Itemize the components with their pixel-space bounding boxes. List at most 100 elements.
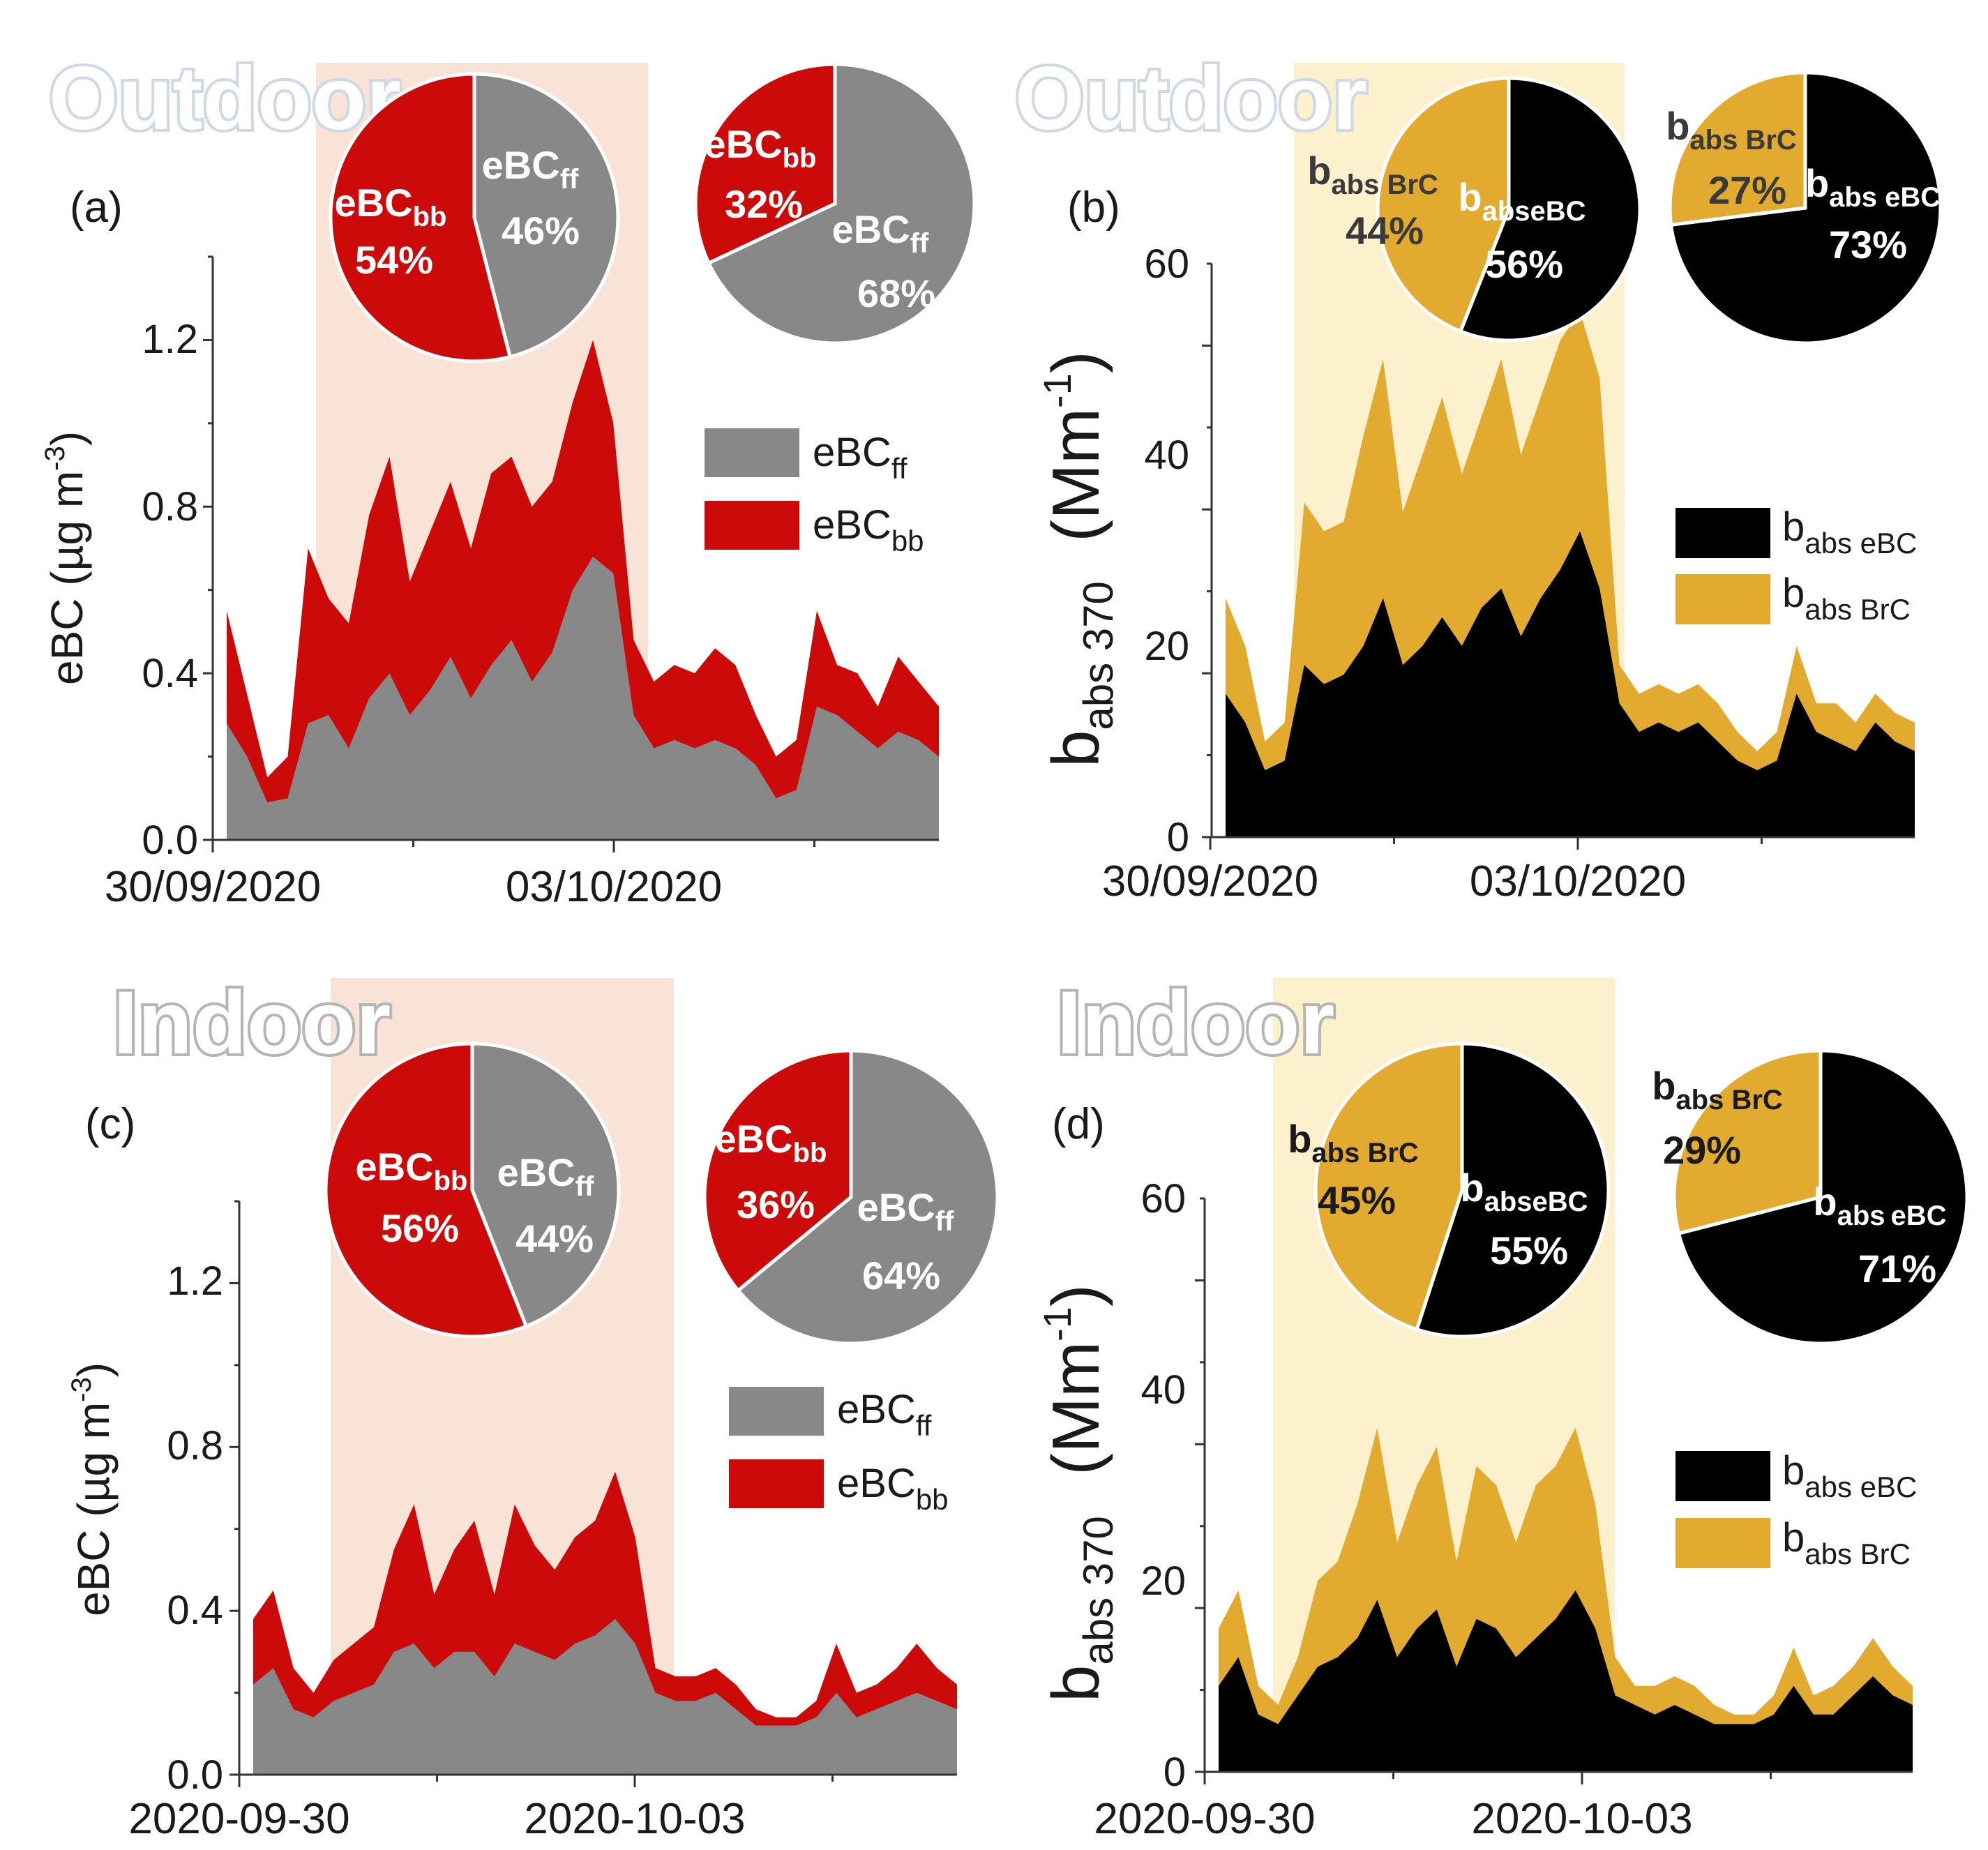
pie-slice-babs-BrC <box>1672 1048 1823 1236</box>
pie-label-bb: eBCbb <box>356 1145 468 1196</box>
legend-label-brc: babs BrC <box>1782 1515 1911 1570</box>
pie-label-brc: babs BrC <box>1307 149 1438 200</box>
panel-label: (d) <box>1052 1100 1105 1148</box>
y-axis-label: eBC (µg m-3) <box>40 431 92 685</box>
y-axis: 0 20 40 60 babs 370 (Mm-1) <box>1035 241 1213 860</box>
pie-label-ebc: babseBC <box>1458 175 1586 227</box>
y-tick-label: 0.4 <box>167 1588 223 1633</box>
indoor-title: Indoor <box>1057 973 1334 1073</box>
pie-label-ebc: babseBC <box>1460 1166 1588 1217</box>
y-tick-label: 0.0 <box>167 1752 223 1798</box>
panel-label: (a) <box>70 183 123 232</box>
x-axis: 30/09/2020 03/10/2020 <box>105 838 939 911</box>
y-tick-label: 1.2 <box>142 317 198 362</box>
pie-slice-eBCbb <box>324 1041 529 1339</box>
pie-value-brc: 45% <box>1318 1178 1396 1222</box>
plot-area <box>227 340 939 840</box>
pie-value-ebc: 71% <box>1858 1247 1936 1291</box>
y-tick-label: 20 <box>1140 1558 1186 1604</box>
pie-value-ff: 68% <box>857 271 935 315</box>
legend-label-ff: eBCff <box>813 430 908 485</box>
pie-slice-babs-BrC <box>1668 70 1807 227</box>
pie-value-ebc: 73% <box>1829 223 1907 266</box>
pie-label-ebc: babs eBC <box>1813 1180 1946 1231</box>
pie-label-bb: eBCbb <box>715 1117 827 1168</box>
x-tick-label: 30/09/2020 <box>1102 857 1318 905</box>
legend: eBCff eBCbb <box>729 1387 949 1516</box>
legend-swatch-ebc <box>1676 1451 1770 1501</box>
pie-slice-babseBC <box>1676 1048 1969 1346</box>
pie-chart: eBCbb 56% eBCff 44% <box>324 1041 621 1339</box>
x-axis: 30/09/2020 03/10/2020 <box>1102 836 1915 905</box>
x-tick-label: 03/10/2020 <box>1470 857 1686 905</box>
pie-chart: babs BrC 29% babs eBC 71% <box>1652 1048 1969 1346</box>
y-tick-label: 1.2 <box>167 1258 223 1304</box>
pie-value-bb: 54% <box>355 238 433 282</box>
plot-area <box>253 1471 957 1775</box>
indoor-title: Indoor <box>113 973 391 1073</box>
pie-label-brc: babs BrC <box>1666 104 1797 156</box>
pie-value-bb: 36% <box>737 1182 815 1226</box>
pie-chart: eBCbb 36% eBCff 64% <box>702 1048 1000 1346</box>
pie-slice-eBCbb <box>702 1048 853 1293</box>
pie-label-brc: babs BrC <box>1652 1064 1783 1115</box>
legend-label-ff: eBCff <box>837 1387 932 1442</box>
pie-slice-eBCff <box>470 1041 621 1329</box>
pie-slice-eBCff <box>735 1048 1000 1346</box>
legend-label-bb: eBCbb <box>837 1461 949 1516</box>
y-axis-label: eBC (µg m-3) <box>66 1362 119 1616</box>
pie-value-ff: 44% <box>515 1217 594 1261</box>
pie-label-bb: eBCbb <box>335 181 447 232</box>
panel-d: Indoor (d) 0 20 40 60 babs 370 (Mm-1) 20… <box>1035 970 1969 1843</box>
outdoor-title: Outdoor <box>1015 49 1367 149</box>
pie-label-ff: eBCff <box>497 1150 594 1202</box>
panel-a: Outdoor (a) 0.0 0.4 0.8 1.2 eBC (µg m-3)… <box>40 46 977 911</box>
y-tick-label: 60 <box>1144 241 1189 287</box>
legend-label-ebc: babs eBC <box>1782 504 1917 559</box>
pie-slice-eBCbb <box>329 72 513 363</box>
legend-swatch-bb <box>729 1459 824 1508</box>
pie-chart: eBCbb 54% eBCff 46% <box>329 72 620 363</box>
y-tick-label: 0.8 <box>167 1423 223 1468</box>
pie-slice-eBCff <box>706 62 977 345</box>
pie-slice-eBCbb <box>693 62 837 266</box>
x-tick-label: 2020-10-03 <box>1471 1795 1692 1843</box>
legend-label-bb: eBCbb <box>813 502 924 557</box>
y-axis-label-units: (Mm-1) <box>1035 1284 1113 1475</box>
plot-area <box>1226 311 1915 837</box>
pie-label-brc: babs BrC <box>1288 1117 1419 1168</box>
pie-value-ff: 46% <box>502 209 580 253</box>
y-tick-label: 40 <box>1144 433 1189 478</box>
pie-label-bb: eBCbb <box>705 122 817 174</box>
pie-label-ff: eBCff <box>832 207 929 259</box>
series-area-eBCff <box>253 1618 957 1775</box>
pie-chart: babs BrC 27% babs eBC 73% <box>1666 70 1943 345</box>
y-tick-label: 20 <box>1144 624 1189 669</box>
panel-label: (b) <box>1067 183 1120 232</box>
pie-value-brc: 44% <box>1346 209 1424 253</box>
pie-value-ebc: 56% <box>1485 242 1563 286</box>
x-tick-label: 2020-09-30 <box>128 1795 349 1843</box>
legend: babs eBC babs BrC <box>1676 504 1917 626</box>
x-axis: 2020-09-30 2020-10-03 <box>128 1773 957 1843</box>
y-tick-label: 0.4 <box>142 651 198 696</box>
pie-slice-babs-BrC <box>1313 1041 1464 1332</box>
legend-swatch-ebc <box>1676 508 1770 558</box>
pie-slice-babseBC <box>1458 76 1642 343</box>
y-axis-label-units: (Mm-1) <box>1035 351 1113 542</box>
y-axis: 0 20 40 60 babs 370 (Mm-1) <box>1035 1176 1206 1795</box>
y-tick-label: 0.8 <box>142 484 198 529</box>
legend-label-brc: babs BrC <box>1782 571 1911 626</box>
panel-label: (c) <box>85 1100 135 1148</box>
series-area-eBCff <box>227 556 939 840</box>
series-area-babs-eBC <box>1219 1590 1913 1772</box>
pie-chart: babs BrC 45% babseBC 55% <box>1288 1041 1611 1339</box>
legend: babs eBC babs BrC <box>1676 1448 1917 1570</box>
pie-chart: eBCbb 32% eBCff 68% <box>693 62 977 345</box>
y-axis: 0.0 0.4 0.8 1.2 eBC (µg m-3) <box>66 1200 241 1798</box>
y-tick-label: 40 <box>1140 1367 1186 1413</box>
x-axis: 2020-09-30 2020-10-03 <box>1094 1770 1913 1843</box>
legend-swatch-brc <box>1676 574 1770 624</box>
y-axis: 0.0 0.4 0.8 1.2 eBC (µg m-3) <box>40 255 214 863</box>
